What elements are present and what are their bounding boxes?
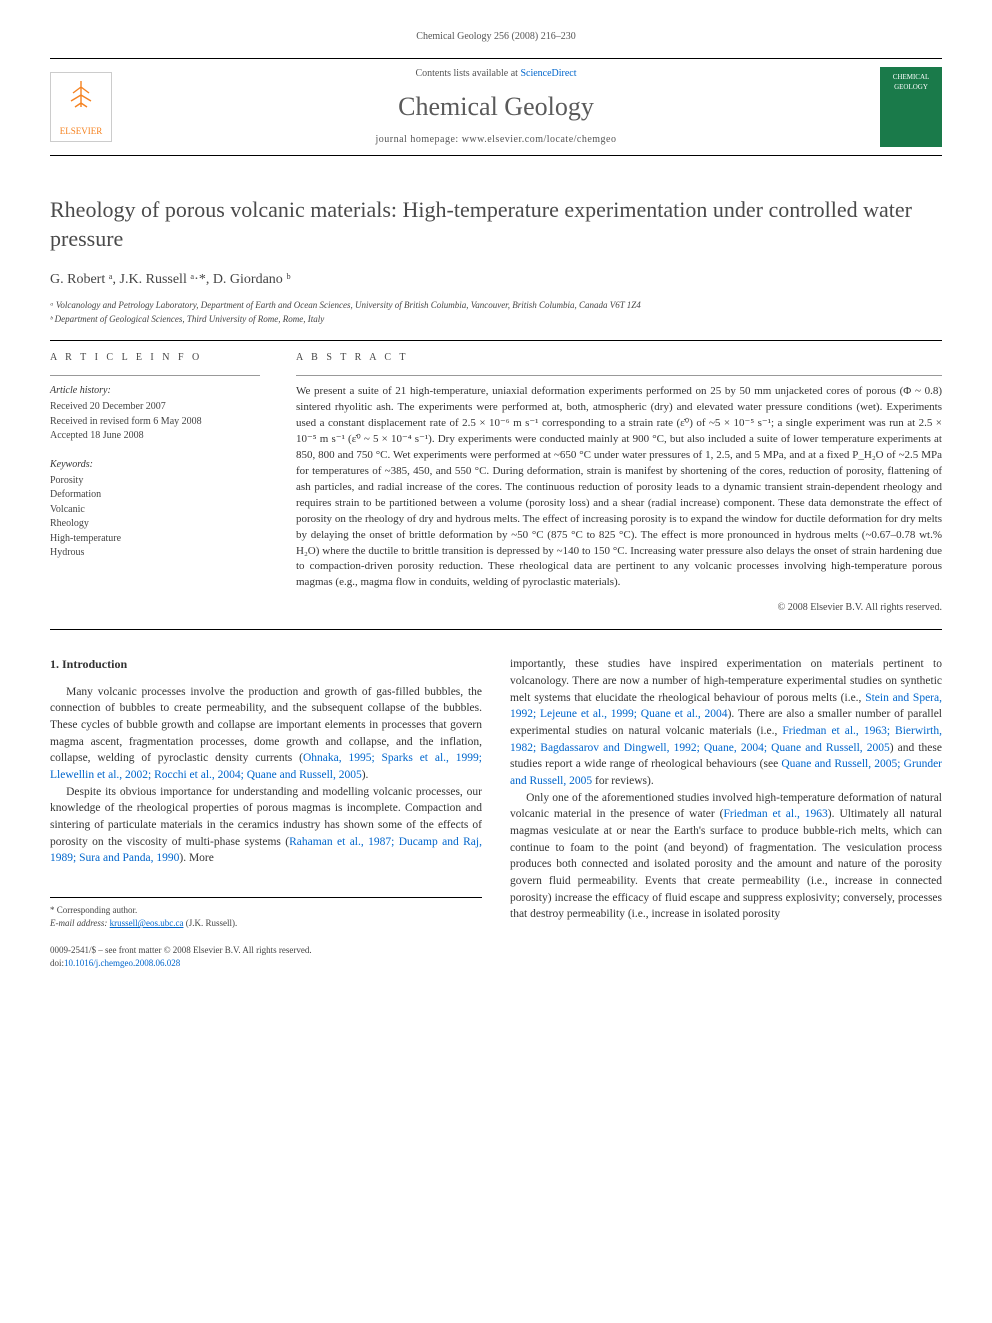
citation-link[interactable]: Ohnaka, 1995; Sparks et al., 1999; Llewe…: [50, 752, 482, 781]
divider: [50, 375, 260, 376]
footer-block: 0009-2541/$ – see front matter © 2008 El…: [50, 944, 482, 970]
corr-author-line: * Corresponding author.: [50, 904, 482, 917]
history-received: Received 20 December 2007: [50, 400, 260, 415]
running-head: Chemical Geology 256 (2008) 216–230: [50, 30, 942, 44]
info-abstract-row: A R T I C L E I N F O Article history: R…: [50, 351, 942, 615]
masthead-center: Contents lists available at ScienceDirec…: [130, 67, 862, 147]
para: Only one of the aforementioned studies i…: [510, 790, 942, 923]
keyword: Hydrous: [50, 546, 260, 561]
doi-link[interactable]: 10.1016/j.chemgeo.2008.06.028: [64, 958, 180, 968]
sciencedirect-link[interactable]: ScienceDirect: [520, 68, 576, 79]
body-two-column: 1. Introduction Many volcanic processes …: [50, 656, 942, 970]
email-label: E-mail address:: [50, 918, 110, 928]
journal-name: Chemical Geology: [130, 89, 862, 125]
para: importantly, these studies have inspired…: [510, 656, 942, 789]
affiliations: ᵃ Volcanology and Petrology Laboratory, …: [50, 299, 942, 326]
journal-homepage: journal homepage: www.elsevier.com/locat…: [130, 133, 862, 147]
homepage-prefix: journal homepage:: [376, 134, 462, 145]
citation-link[interactable]: Stein and Spera, 1992; Lejeune et al., 1…: [510, 692, 942, 721]
article-title: Rheology of porous volcanic materials: H…: [50, 196, 942, 253]
divider: [50, 340, 942, 341]
divider: [50, 629, 942, 630]
keyword: Volcanic: [50, 503, 260, 518]
corresponding-author-footnote: * Corresponding author. E-mail address: …: [50, 897, 482, 930]
keyword: High-temperature: [50, 532, 260, 547]
citation-link[interactable]: Rahaman et al., 1987; Ducamp and Raj, 19…: [50, 836, 482, 865]
body-right-column: importantly, these studies have inspired…: [510, 656, 942, 970]
affiliation-a: ᵃ Volcanology and Petrology Laboratory, …: [50, 299, 942, 313]
keyword: Rheology: [50, 517, 260, 532]
abstract-text: We present a suite of 21 high-temperatur…: [296, 384, 942, 591]
keyword: Deformation: [50, 488, 260, 503]
history-heading: Article history:: [50, 384, 260, 398]
abstract-column: A B S T R A C T We present a suite of 21…: [296, 351, 942, 615]
journal-masthead: ELSEVIER Contents lists available at Sci…: [50, 58, 942, 156]
copyright-line: © 2008 Elsevier B.V. All rights reserved…: [296, 601, 942, 615]
publisher-logo-label: ELSEVIER: [60, 125, 103, 138]
elsevier-tree-icon: ELSEVIER: [60, 77, 103, 137]
cover-label: CHEMICAL GEOLOGY: [880, 73, 942, 93]
affiliation-b: ᵇ Department of Geological Sciences, Thi…: [50, 313, 942, 327]
history-revised: Received in revised form 6 May 2008: [50, 415, 260, 430]
citation-link[interactable]: Quane and Russell, 2005; Grunder and Rus…: [510, 758, 942, 787]
para: Despite its obvious importance for under…: [50, 784, 482, 867]
doi-prefix: doi:: [50, 958, 64, 968]
contents-line: Contents lists available at ScienceDirec…: [130, 67, 862, 81]
journal-cover-thumb: CHEMICAL GEOLOGY: [880, 67, 942, 147]
corr-email-link[interactable]: krussell@eos.ubc.ca: [110, 918, 184, 928]
front-matter-line: 0009-2541/$ – see front matter © 2008 El…: [50, 944, 482, 957]
article-info-column: A R T I C L E I N F O Article history: R…: [50, 351, 260, 615]
email-line: E-mail address: krussell@eos.ubc.ca (J.K…: [50, 917, 482, 930]
keyword: Porosity: [50, 474, 260, 489]
para: Many volcanic processes involve the prod…: [50, 684, 482, 784]
divider: [296, 375, 942, 376]
citation-link[interactable]: Friedman et al., 1963: [724, 808, 828, 820]
section-heading-intro: 1. Introduction: [50, 656, 482, 673]
body-left-column: 1. Introduction Many volcanic processes …: [50, 656, 482, 970]
citation-link[interactable]: Friedman et al., 1963; Bierwirth, 1982; …: [510, 725, 942, 754]
history-accepted: Accepted 18 June 2008: [50, 429, 260, 444]
author-list: G. Robert ᵃ, J.K. Russell ᵃ·*, D. Giorda…: [50, 270, 942, 290]
email-suffix: (J.K. Russell).: [183, 918, 237, 928]
publisher-logo: ELSEVIER: [50, 72, 112, 142]
abstract-heading: A B S T R A C T: [296, 351, 942, 365]
article-info-heading: A R T I C L E I N F O: [50, 351, 260, 365]
homepage-url: www.elsevier.com/locate/chemgeo: [462, 134, 617, 145]
keywords-heading: Keywords:: [50, 458, 260, 472]
contents-prefix: Contents lists available at: [415, 68, 520, 79]
doi-line: doi:10.1016/j.chemgeo.2008.06.028: [50, 957, 482, 970]
